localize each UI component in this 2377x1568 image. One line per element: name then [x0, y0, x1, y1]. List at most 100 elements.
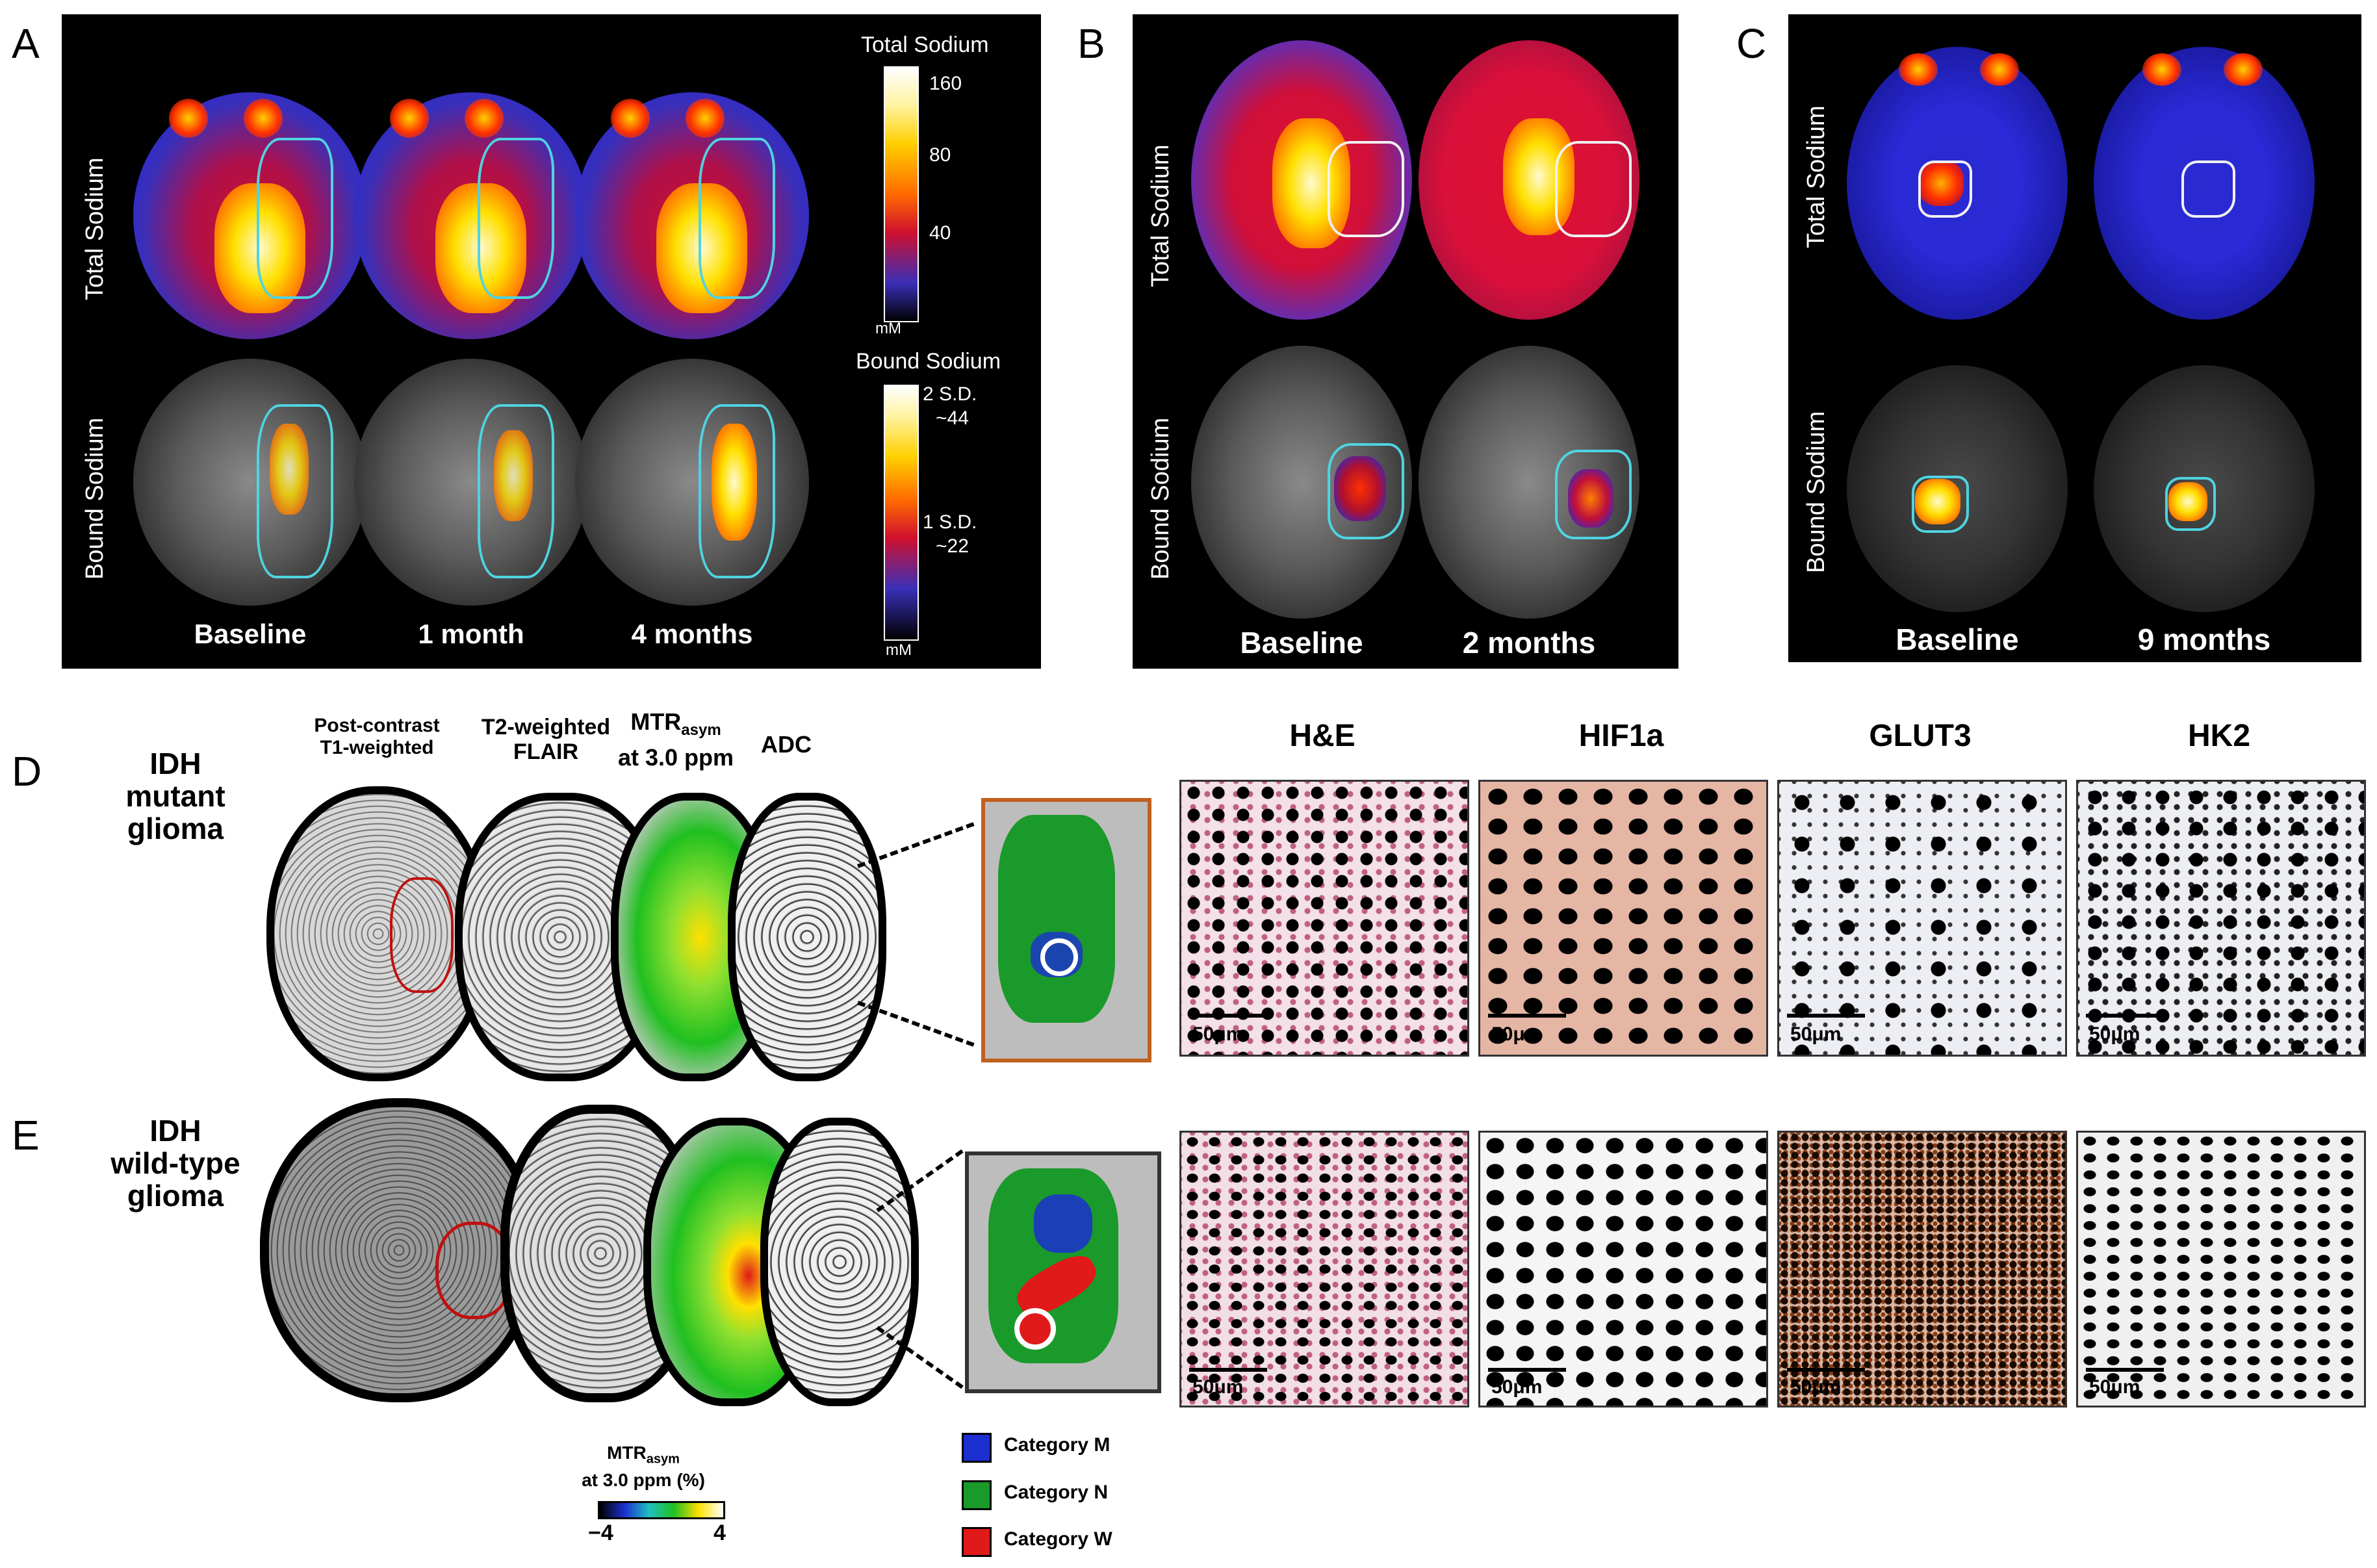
- row-title-line: wild-type: [110, 1146, 240, 1180]
- hotspot: [1334, 456, 1386, 521]
- legend-label-category-n: Category N: [1004, 1482, 1109, 1503]
- roi-outline: [699, 404, 775, 578]
- scale-bar: [2086, 1014, 2164, 1018]
- roi-outline: [2165, 477, 2216, 531]
- header-post-contrast: Post-contrast T1-weighted: [292, 715, 461, 759]
- mtr-title-line2: at 3.0 ppm (%): [582, 1469, 705, 1490]
- roi-outline: [257, 138, 333, 299]
- mtr-colorbar: [598, 1501, 725, 1519]
- hotspot: [1899, 53, 1938, 86]
- panel-letter-e: E: [12, 1112, 40, 1159]
- roi-outline: [478, 404, 554, 578]
- row-title-e: IDH wild-type glioma: [97, 1114, 253, 1212]
- header-line: FLAIR: [513, 739, 579, 764]
- scale-bar: [1787, 1368, 1865, 1372]
- colorbar-unit: mM: [886, 641, 912, 659]
- timepoint-9-months: 9 months: [2137, 623, 2271, 656]
- bound-sodium-1-month-image: [354, 359, 588, 606]
- biopsy-marker: [1040, 938, 1078, 976]
- histology-he-e: [1179, 1131, 1469, 1407]
- row-title-line: glioma: [127, 812, 224, 845]
- hotspot: [686, 99, 725, 138]
- panel-a: Total Sodium Bound Sodium Baseline 1 mon…: [62, 14, 1041, 669]
- roi-outline: [1328, 141, 1404, 237]
- colorbar-total-sodium: [884, 66, 919, 322]
- row-title-line: IDH: [149, 747, 201, 780]
- scale-label: 50μm: [1192, 1376, 1244, 1398]
- row-label-total-sodium: Total Sodium: [1147, 144, 1174, 287]
- mtr-title-sub: asym: [646, 1452, 680, 1467]
- histology-he-d: [1179, 780, 1469, 1057]
- row-title-d: IDH mutant glioma: [110, 747, 240, 845]
- colorbar-tick: ~44: [936, 407, 969, 429]
- timepoint-baseline: Baseline: [1895, 623, 2019, 656]
- histology-glut3-d: [1777, 780, 2067, 1057]
- category-m-region: [1034, 1194, 1092, 1253]
- mtr-title-main: MTR: [607, 1443, 647, 1463]
- bound-sodium-4-months-image: [575, 359, 809, 606]
- legend-swatch-category-n: [962, 1480, 992, 1510]
- hotspot: [712, 424, 757, 541]
- colorbar-tick: ~22: [936, 535, 969, 557]
- roi-outline: [1918, 161, 1972, 218]
- histology-hif1a-e: [1478, 1131, 1768, 1407]
- scale-label: 50μm: [1192, 1023, 1244, 1045]
- colorbar-tick: 160: [929, 73, 962, 94]
- histology-hif1a-d: [1478, 780, 1768, 1057]
- scale-label: 50μm: [2089, 1023, 2140, 1045]
- panel-letter-d: D: [12, 748, 42, 795]
- scale-label: 50μm: [1790, 1023, 1842, 1045]
- timepoint-baseline: Baseline: [1240, 626, 1363, 660]
- roi-outline: [1555, 141, 1632, 237]
- colorbar-total-title: Total Sodium: [861, 32, 989, 57]
- hotspot: [390, 99, 429, 138]
- roi-outline: [1912, 476, 1969, 533]
- header-glut3: GLUT3: [1869, 719, 1972, 753]
- scale-bar: [1189, 1368, 1267, 1372]
- colorbar-tick: 40: [929, 222, 951, 244]
- hotspot: [611, 99, 650, 138]
- header-line: T1-weighted: [320, 737, 434, 758]
- hotspot: [1980, 53, 2019, 86]
- zoom-connector: [856, 822, 975, 868]
- colorbar-unit: mM: [875, 320, 901, 337]
- hotspot: [2224, 53, 2263, 86]
- header-he: H&E: [1289, 719, 1356, 753]
- scale-bar: [1488, 1014, 1566, 1018]
- timepoint-1-month: 1 month: [418, 619, 524, 649]
- mtr-colorbar-title: MTRasym at 3.0 ppm (%): [559, 1443, 728, 1491]
- timepoint-2-months: 2 months: [1462, 626, 1596, 660]
- zoom-connector: [856, 1001, 975, 1047]
- row-label-bound-sodium: Bound Sodium: [1803, 411, 1830, 573]
- hotspot: [244, 99, 283, 138]
- zoom-inset-d: [981, 798, 1151, 1062]
- header-line: Post-contrast: [314, 715, 440, 736]
- roi-outline: [1328, 443, 1404, 539]
- scale-bar: [1488, 1368, 1566, 1372]
- scale-bar: [1189, 1014, 1267, 1018]
- header-hk2: HK2: [2187, 719, 2251, 753]
- category-map: [998, 815, 1115, 1023]
- colorbar-bound-sodium: [884, 385, 919, 641]
- hotspot: [169, 99, 208, 138]
- scale-label: 50μm: [1491, 1376, 1543, 1398]
- hotspot: [494, 430, 533, 521]
- mtr-colorbar-max: 4: [713, 1521, 726, 1545]
- scale-label: 50μm: [2089, 1376, 2140, 1398]
- histology-hk2-e: [2076, 1131, 2366, 1407]
- roi-outline: [1555, 450, 1632, 539]
- legend-label-category-m: Category M: [1004, 1434, 1111, 1456]
- row-label-bound-sodium: Bound Sodium: [1147, 417, 1174, 580]
- header-subscript: asym: [681, 721, 721, 739]
- histology-hk2-d: [2076, 780, 2366, 1057]
- legend-swatch-category-m: [962, 1433, 992, 1463]
- colorbar-bound-title: Bound Sodium: [856, 349, 1001, 374]
- roi-outline: [699, 138, 775, 299]
- panel-letter-a: A: [12, 20, 40, 67]
- row-label-total-sodium: Total Sodium: [81, 157, 109, 300]
- legend-swatch-category-w: [962, 1527, 992, 1557]
- roi-outline: [2181, 161, 2235, 218]
- timepoint-baseline: Baseline: [194, 619, 307, 649]
- header-hif1a: HIF1a: [1578, 719, 1664, 753]
- row-title-line: IDH: [149, 1114, 201, 1148]
